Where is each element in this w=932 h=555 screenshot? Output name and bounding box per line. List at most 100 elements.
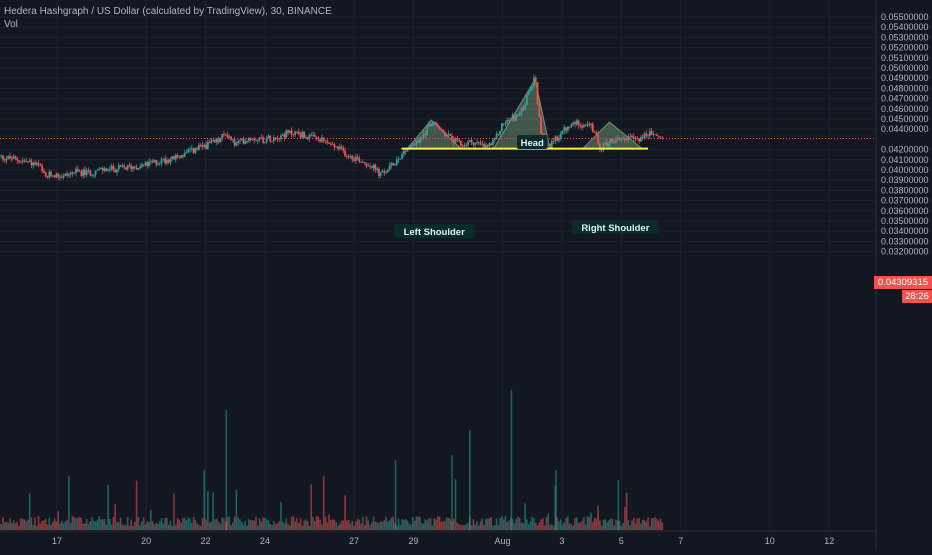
candle-body (38, 163, 40, 164)
volume-bar (52, 522, 54, 530)
candle-body (496, 134, 498, 139)
volume-bar (405, 519, 407, 530)
candle-body (303, 132, 305, 138)
candle-body (651, 131, 653, 135)
candle-body (565, 127, 567, 130)
candle-body (579, 125, 581, 126)
candle-body (166, 160, 168, 163)
candle-body (298, 132, 300, 134)
volume-bar (61, 521, 63, 530)
volume-bar (81, 518, 83, 530)
candle-body (423, 134, 425, 138)
candle-body (223, 134, 225, 135)
volume-bar (22, 519, 24, 530)
candle-body (462, 146, 464, 147)
candle-body (66, 173, 68, 175)
candle-body (289, 131, 291, 133)
candle-body (489, 143, 491, 146)
candle-body (642, 137, 644, 138)
volume-indicator-label[interactable]: Vol (4, 18, 332, 31)
volume-bar (439, 517, 441, 530)
candle-body (481, 144, 483, 145)
candle-body (155, 160, 157, 164)
volume-bar (419, 517, 421, 530)
volume-bar (32, 525, 34, 530)
candle-body (252, 139, 254, 140)
candle-body (620, 139, 622, 140)
volume-bar (166, 518, 168, 530)
volume-bar (601, 526, 603, 530)
candle-body (93, 175, 95, 176)
volume-bar (430, 518, 432, 530)
candle-body (193, 148, 195, 152)
candle-body (232, 139, 234, 140)
volume-bar (522, 523, 524, 530)
x-axis-tick-label: 3 (559, 536, 564, 546)
candle-body (96, 170, 98, 171)
volume-bar (16, 522, 18, 530)
candle-body (444, 132, 446, 137)
candle-body (75, 169, 77, 173)
symbol-title[interactable]: Hedera Hashgraph / US Dollar (calculated… (4, 5, 332, 18)
volume-bar (474, 524, 476, 530)
candle-body (250, 138, 252, 140)
volume-bar (344, 495, 346, 530)
volume-bar (298, 523, 300, 530)
candle-body (414, 145, 416, 146)
candle-body (433, 122, 435, 123)
volume-bar (332, 520, 334, 530)
volume-bar (277, 523, 279, 530)
volume-bar (271, 525, 273, 530)
volume-bar (84, 523, 86, 530)
volume-bar (129, 526, 131, 530)
candle-body (132, 167, 134, 169)
volume-bar (478, 526, 480, 530)
candle-body (471, 140, 473, 142)
volume-bar (492, 526, 494, 530)
volume-bar (351, 521, 353, 530)
candle-body (246, 141, 248, 142)
volume-bar (211, 522, 213, 530)
volume-bar (624, 507, 626, 530)
volume-bar (542, 518, 544, 530)
volume-bar (173, 494, 175, 530)
volume-bar (622, 523, 624, 530)
volume-bar (138, 517, 140, 530)
volume-bar (563, 523, 565, 530)
candle-body (255, 140, 257, 141)
candle-body (378, 169, 380, 176)
candle-body (647, 135, 649, 136)
candle-body (114, 170, 116, 172)
volume-bar (184, 518, 186, 530)
candle-body (571, 124, 573, 127)
candle-body (80, 172, 82, 176)
volume-bar (460, 525, 462, 530)
y-axis-tick-label: 0.05500000 (881, 12, 929, 22)
candle-body (512, 115, 514, 118)
candle-body (170, 159, 172, 163)
candle-body (401, 154, 403, 158)
candle-body (127, 165, 129, 169)
y-axis-tick-label: 0.03300000 (881, 236, 929, 246)
candle-body (574, 122, 576, 124)
volume-bar (375, 522, 377, 530)
volume-bar (588, 517, 590, 530)
candle-body (503, 123, 505, 124)
candle-body (485, 145, 487, 147)
volume-bar (282, 522, 284, 530)
candle-body (29, 160, 31, 161)
candle-body (319, 139, 321, 141)
candle-body (25, 161, 27, 162)
candle-body (234, 139, 236, 145)
chart-legend: Hedera Hashgraph / US Dollar (calculated… (4, 5, 332, 31)
y-axis-tick-label: 0.03400000 (881, 226, 929, 236)
volume-bar (517, 517, 519, 530)
candle-body (16, 158, 18, 160)
volume-bar (489, 519, 491, 530)
y-axis-tick-label: 0.05200000 (881, 43, 929, 53)
candle-body (515, 115, 517, 121)
candle-body (191, 148, 193, 149)
candle-body (480, 143, 482, 144)
